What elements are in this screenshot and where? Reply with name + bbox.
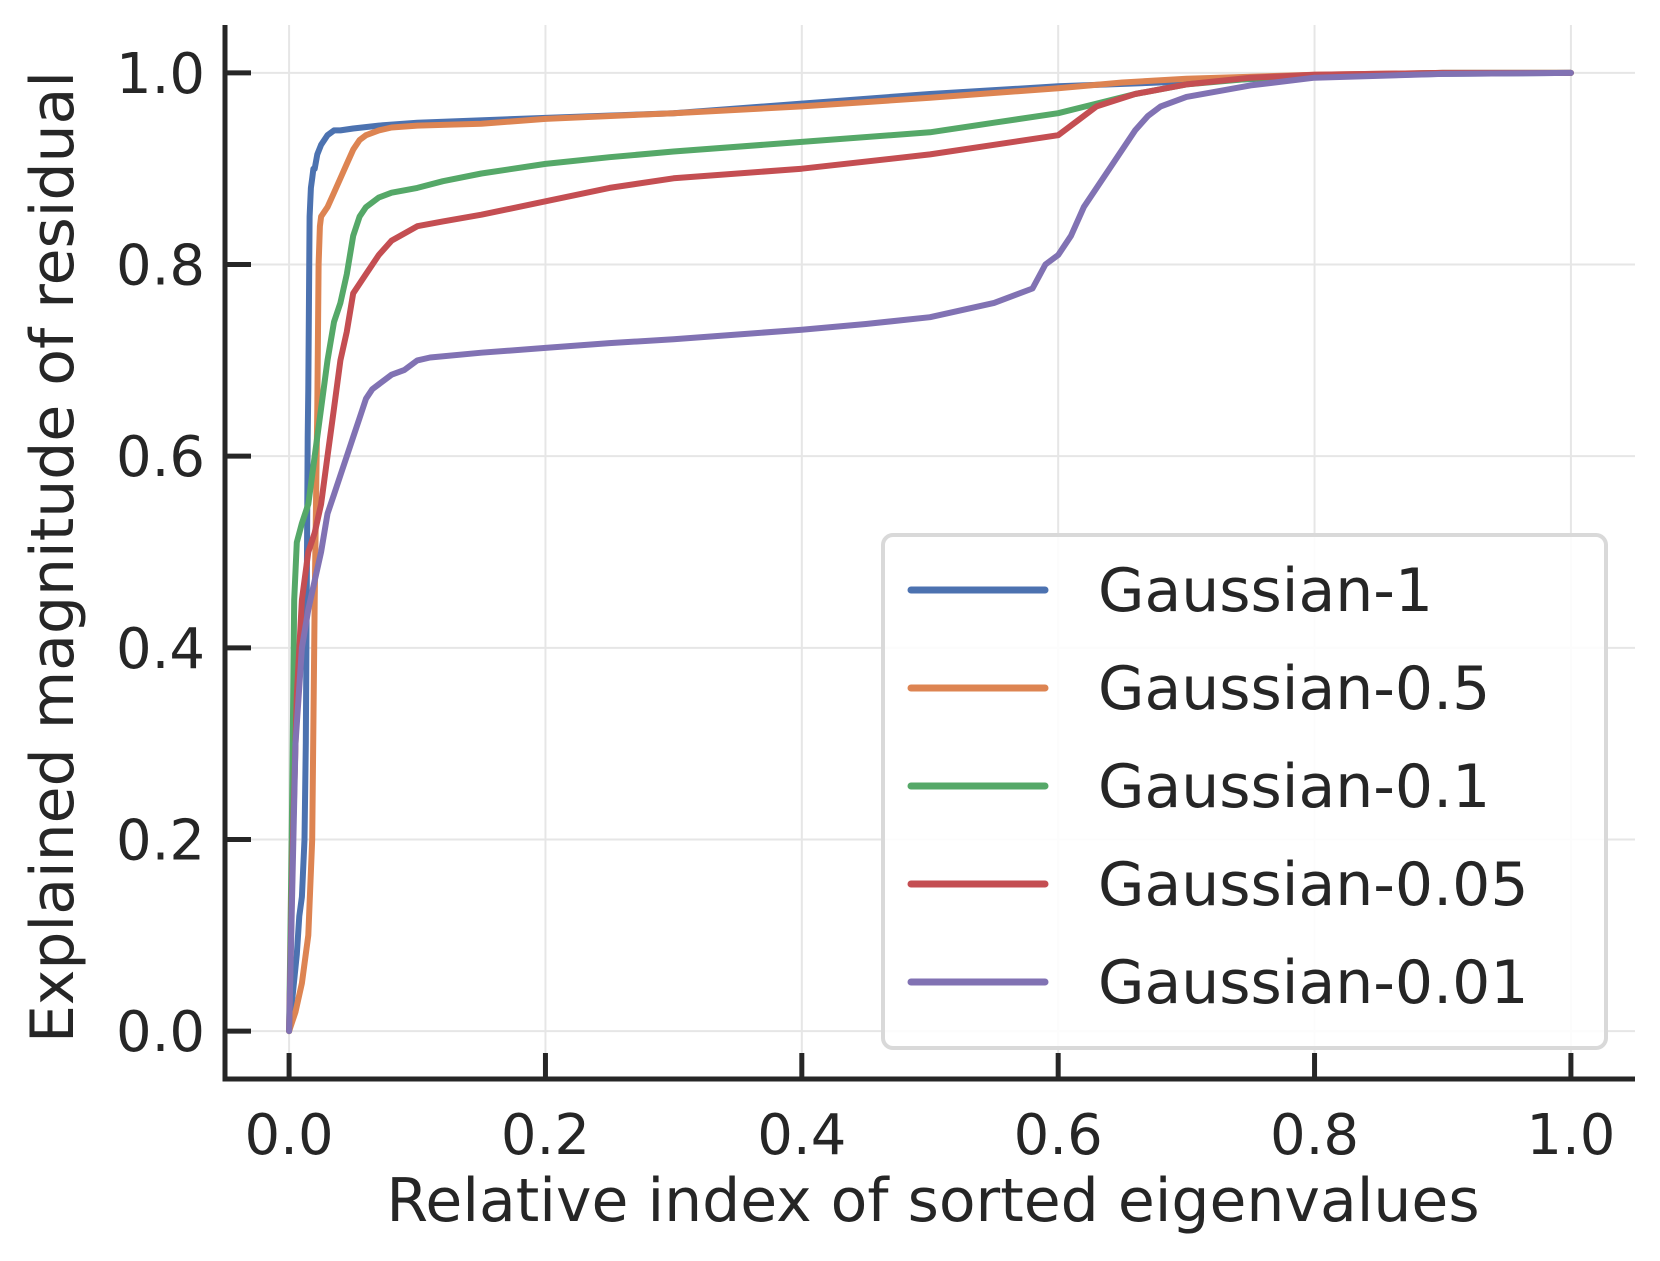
legend: Gaussian-1 Gaussian-0.5 Gaussian-0.1 Gaussi… [881, 533, 1608, 1050]
y-tick-label: 1.0 [116, 42, 205, 107]
ticks: 0.0 0.2 0.4 0.6 0.8 1.0 0.0 0.2 0.4 0.6 0.8 1.0 [116, 42, 1616, 1168]
series-line-gaussian-0-05 [286, 69, 1574, 1035]
legend-label: Gaussian-1 [1098, 556, 1433, 626]
x-tick-label: 1.0 [1526, 1103, 1615, 1168]
series-line-gaussian-1 [286, 69, 1574, 1035]
series-line-gaussian-0-5 [286, 69, 1574, 1035]
legend-label: Gaussian-0.1 [1098, 752, 1490, 822]
series-line-gaussian-0-01 [286, 69, 1574, 1035]
x-tick-label: 0.2 [501, 1103, 590, 1168]
x-tick-label: 0.8 [1270, 1103, 1359, 1168]
y-tick-label: 0.0 [116, 1000, 205, 1065]
legend-label: Gaussian-0.05 [1098, 850, 1529, 920]
grid-lines [225, 25, 1635, 1079]
x-tick-label: 0.4 [757, 1103, 846, 1168]
y-tick-label: 0.4 [116, 617, 205, 682]
y-tick-label: 0.2 [116, 808, 205, 873]
legend-label: Gaussian-0.5 [1098, 654, 1490, 724]
legend-label: Gaussian-0.01 [1098, 948, 1529, 1018]
series-lines [286, 69, 1574, 1035]
x-tick-label: 0.0 [245, 1103, 334, 1168]
y-axis-label: Explained magnitude of residual [18, 71, 88, 1043]
y-tick-label: 0.8 [116, 234, 205, 299]
axes [222, 25, 1635, 1082]
x-axis-label: Relative index of sorted eigenvalues [386, 1166, 1479, 1236]
legend-box [881, 533, 1608, 1050]
x-tick-label: 0.6 [1014, 1103, 1103, 1168]
y-tick-label: 0.6 [116, 425, 205, 490]
